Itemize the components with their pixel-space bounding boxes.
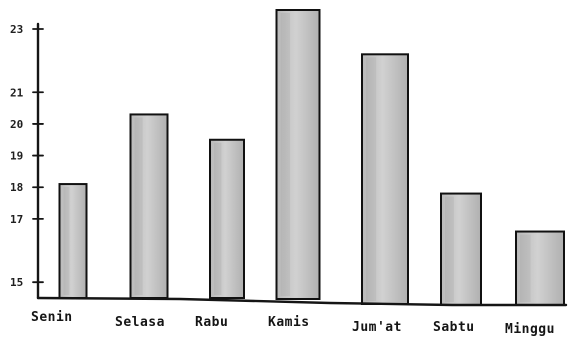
x-axis-line: [36, 296, 568, 307]
bar-shading-jum-at: [366, 57, 377, 301]
x-tick-label-rabu: Rabu: [195, 315, 228, 330]
y-tick-label-15: 15: [10, 276, 23, 289]
x-tick-label-kamis: Kamis: [268, 315, 310, 330]
bar-minggu: [515, 230, 565, 307]
y-tick-label-23: 23: [10, 23, 23, 36]
bar-kamis: [275, 9, 321, 300]
bar-shading-rabu: [214, 142, 222, 295]
bar-rabu: [209, 138, 245, 299]
y-tick-label-18: 18: [10, 181, 23, 194]
x-tick-label-senin: Senin: [31, 310, 73, 325]
bar-shading-kamis: [280, 13, 290, 296]
bar-selasa: [129, 113, 169, 299]
bars-layer: [58, 9, 565, 307]
bar-shading-minggu: [520, 234, 531, 302]
y-tick-label-20: 20: [10, 118, 23, 131]
x-tick-label-sabtu: Sabtu: [433, 320, 475, 335]
y-tick-label-19: 19: [10, 150, 23, 163]
y-tick-label-17: 17: [10, 213, 23, 226]
bar-shading-senin: [63, 187, 70, 295]
x-tick-label-minggu: Minggu: [505, 322, 555, 337]
y-tick-label-21: 21: [10, 86, 24, 99]
x-tick-label-selasa: Selasa: [115, 315, 165, 330]
bar-shading-sabtu: [445, 196, 454, 302]
bar-jum-at: [361, 53, 409, 305]
x-tick-label-jum-at: Jum'at: [352, 320, 402, 335]
bar-shading-selasa: [134, 117, 143, 295]
x-axis-labels: Senin Selasa Rabu Kamis Jum'at Sabtu Minggu: [31, 310, 555, 337]
